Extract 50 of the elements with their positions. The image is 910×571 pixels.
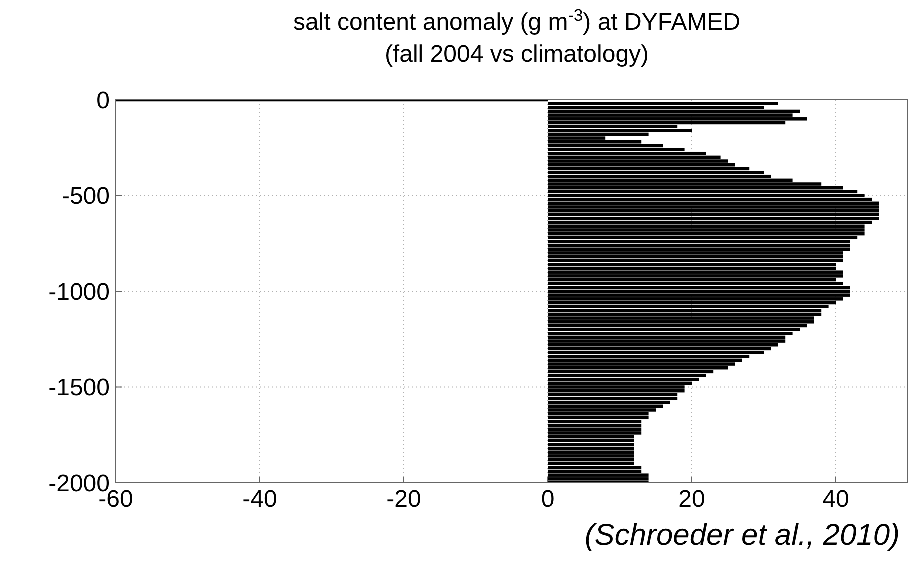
bar: [548, 397, 678, 400]
bar: [548, 320, 814, 324]
bar: [548, 255, 844, 259]
bar: [548, 259, 844, 262]
bar: [548, 270, 844, 274]
bar: [548, 416, 649, 420]
bar: [548, 118, 808, 121]
bar: [548, 129, 692, 132]
x-tick-label: 40: [822, 486, 850, 513]
bar: [548, 213, 880, 217]
bar: [548, 290, 850, 294]
x-tick-label: -20: [386, 486, 422, 513]
bar: [548, 286, 850, 290]
x-tick-label: 20: [678, 486, 706, 513]
x-tick-label: -40: [242, 486, 278, 513]
bar: [548, 248, 850, 251]
chart-subtitle: (fall 2004 vs climatology): [384, 41, 650, 68]
bar: [548, 454, 634, 458]
bar: [548, 466, 642, 470]
text: (Schroeder et al., 2010): [584, 519, 900, 552]
bar: [548, 439, 634, 442]
bar: [548, 294, 850, 297]
bar: [548, 202, 880, 206]
bar: [548, 206, 880, 209]
bar: [548, 450, 634, 454]
bar: [548, 340, 786, 343]
bar: [548, 228, 865, 232]
bar: [548, 432, 642, 435]
bar: [548, 232, 865, 236]
y-tick-label: -1000: [48, 278, 110, 306]
bar: [548, 478, 649, 481]
bar: [548, 428, 642, 432]
y-tick-label: 0: [96, 87, 110, 114]
bar: [548, 446, 634, 450]
chart-title: salt content anomaly (g m$^{-3}$) at DYFAMED: [293, 6, 741, 36]
bar: [548, 458, 634, 462]
x-tick-label: 0: [541, 486, 555, 513]
bar: [548, 424, 642, 428]
bar: [548, 102, 778, 106]
bar: [548, 217, 880, 220]
y-tick-label: -500: [62, 183, 110, 210]
bar: [548, 474, 649, 477]
bar: [548, 244, 850, 248]
bar: [548, 389, 685, 393]
bar: [548, 312, 822, 316]
bar: [548, 443, 634, 446]
bar: [548, 274, 844, 278]
bar: [548, 110, 800, 114]
y-tick-label: -1500: [48, 374, 110, 402]
bar: [548, 209, 880, 213]
